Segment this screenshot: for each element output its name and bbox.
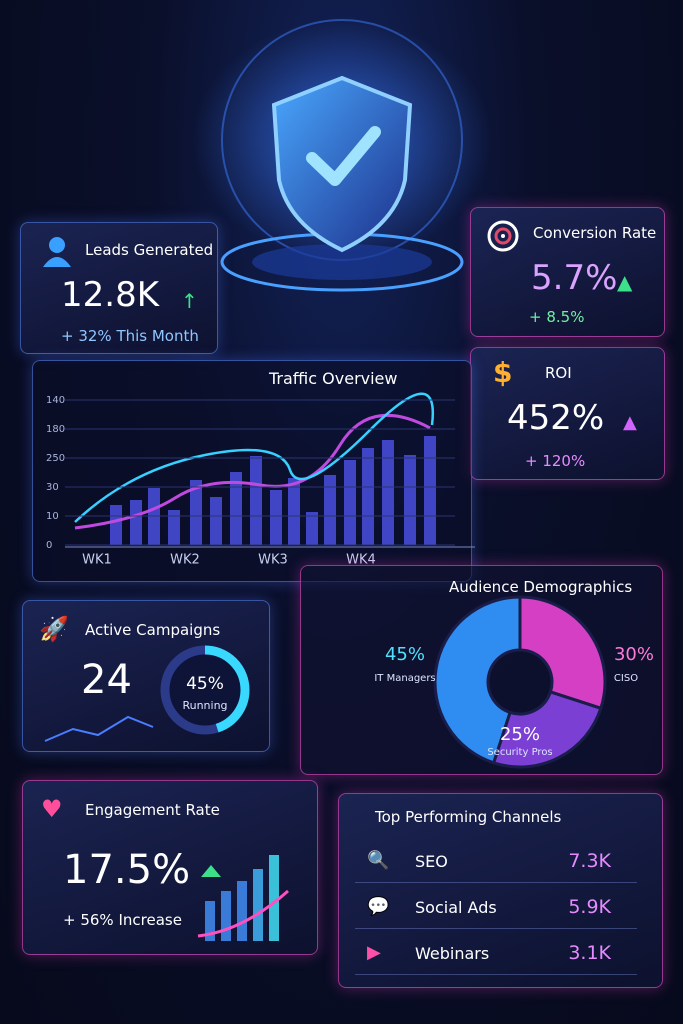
title: Audience Demographics xyxy=(449,578,633,596)
up-arrow: ↑ xyxy=(181,289,198,313)
channels-card: Top Performing Channels 🔍 SEO 7.3K 💬 Social … xyxy=(338,793,663,988)
change: + 8.5% xyxy=(529,308,585,326)
slice-value-label: 30% xyxy=(614,644,654,665)
channel-name: Webinars xyxy=(415,944,490,963)
channel-value: 3.1K xyxy=(568,942,611,964)
channel-icon: 💬 xyxy=(367,896,390,917)
channel-icon: 🔍 xyxy=(367,850,390,871)
change: + 32% This Month xyxy=(61,327,199,345)
y-tick-label: 250 xyxy=(46,453,65,464)
channel-row: ▶ Webinars 3.1K xyxy=(355,932,637,975)
heart-icon: ♥ xyxy=(41,795,63,823)
up-arrow: ▲ xyxy=(617,270,633,294)
user-icon xyxy=(43,237,71,267)
value: 452% xyxy=(507,398,605,438)
x-tick-label: WK4 xyxy=(346,553,376,568)
pie-slice xyxy=(433,595,522,765)
y-tick-label: 140 xyxy=(46,395,65,406)
slice-value-label: 25% xyxy=(500,724,540,745)
sparkline xyxy=(44,715,154,742)
title: Active Campaigns xyxy=(85,621,221,639)
title: Engagement Rate xyxy=(85,801,220,819)
channel-value: 7.3K xyxy=(568,850,611,872)
decor-bars xyxy=(110,436,436,545)
x-tick-label: WK1 xyxy=(82,553,112,568)
dollar-icon: $ xyxy=(493,356,513,389)
target-icon xyxy=(487,220,519,252)
value: 12.8K xyxy=(61,275,159,315)
slice-category-label: IT Managers xyxy=(374,673,435,684)
pie-slice xyxy=(491,689,603,769)
change: + 56% Increase xyxy=(63,911,182,929)
leads-card: Leads Generated 12.8K ↑ + 32% This Month xyxy=(20,222,218,354)
value: 24 xyxy=(81,657,132,703)
value: 5.7% xyxy=(531,258,618,298)
y-tick-label: 180 xyxy=(46,424,65,435)
change: + 120% xyxy=(525,452,586,470)
channel-name: Social Ads xyxy=(415,898,497,917)
channel-row: 🔍 SEO 7.3K xyxy=(355,840,637,883)
decor-line xyxy=(74,413,431,530)
up-arrow: ▲ xyxy=(623,412,637,433)
y-tick-label: 0 xyxy=(46,540,52,551)
gauge-label: 45% xyxy=(186,674,224,694)
slice-category-label: Security Pros xyxy=(487,747,552,758)
x-tick-label: WK2 xyxy=(170,553,200,568)
title: Traffic Overview xyxy=(269,369,398,388)
rocket-icon: 🚀 xyxy=(39,615,69,643)
decor-line xyxy=(74,392,435,523)
value: 17.5% xyxy=(63,847,191,893)
y-tick-label: 10 xyxy=(46,511,59,522)
title: ROI xyxy=(545,364,572,382)
x-tick-label: WK3 xyxy=(258,553,288,568)
slice-category-label: CISO xyxy=(614,673,638,684)
channel-value: 5.9K xyxy=(568,896,611,918)
channel-name: SEO xyxy=(415,852,448,871)
y-tick-label: 30 xyxy=(46,482,59,493)
conversion-card: Conversion Rate 5.7% ▲ + 8.5% xyxy=(470,207,665,337)
title: Top Performing Channels xyxy=(375,808,562,826)
growth-icon xyxy=(197,855,289,941)
gauge-caption: Running xyxy=(182,699,227,712)
channel-icon: ▶ xyxy=(367,942,381,963)
title: Leads Generated xyxy=(85,241,214,259)
slice-value-label: 45% xyxy=(385,644,425,665)
gauge-arc xyxy=(160,645,250,735)
roi-card: $ ROI 452% ▲ + 120% xyxy=(470,347,665,480)
engagement-card: ♥ Engagement Rate 17.5% + 56% Increase xyxy=(22,780,318,955)
channel-row: 💬 Social Ads 5.9K xyxy=(355,886,637,929)
title: Conversion Rate xyxy=(533,224,657,242)
pie-slice xyxy=(518,595,607,711)
